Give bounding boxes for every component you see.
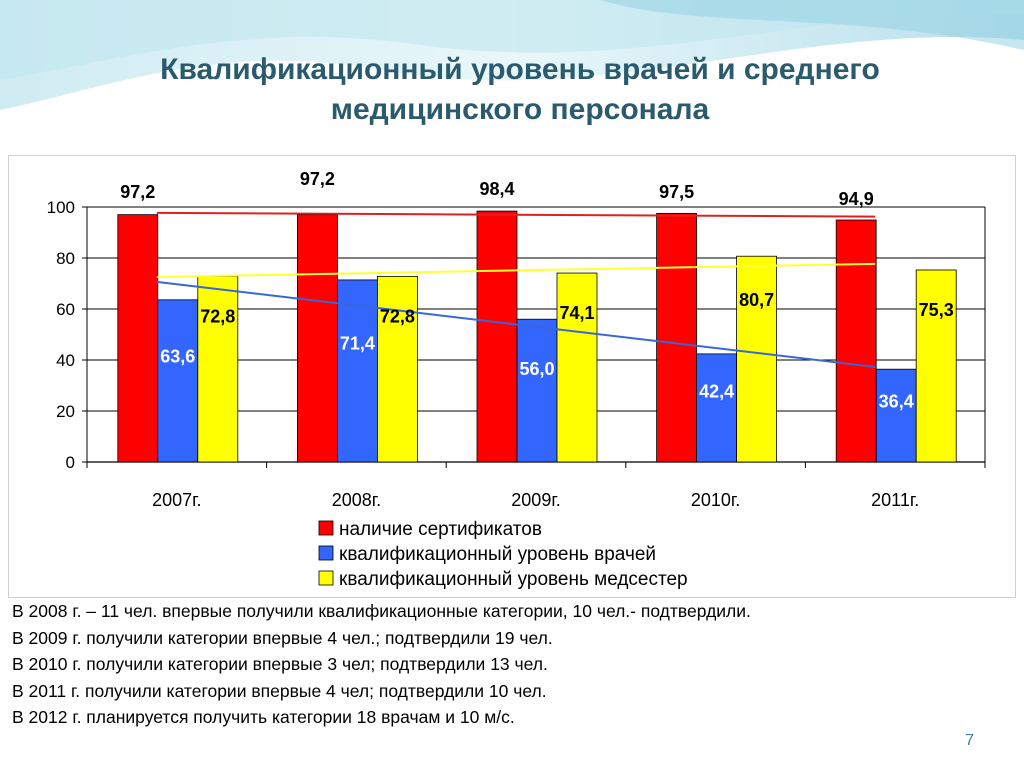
- legend-label: квалификационный уровень медсестер: [339, 569, 688, 590]
- bar-2: [696, 353, 737, 463]
- data-label: 71,4: [340, 334, 375, 354]
- data-label: 63,6: [160, 347, 195, 367]
- y-tick-label: 40: [56, 351, 75, 370]
- data-label: 75,3: [919, 300, 954, 320]
- bar-3: [197, 275, 239, 463]
- data-label: 72,8: [200, 306, 235, 326]
- data-label: 74,1: [559, 303, 594, 323]
- bar-2: [516, 318, 558, 463]
- data-label: 42,4: [699, 382, 734, 402]
- bar-1: [476, 210, 518, 463]
- legend-swatch: [318, 570, 334, 586]
- bar-2: [157, 299, 199, 463]
- data-label: 97,2: [120, 182, 155, 202]
- bar-chart: 0 20 40 60 80 100 2007г. 2008г. 2009г. 2010г. 2011…: [47, 169, 986, 590]
- y-tick-label: 80: [56, 249, 75, 268]
- bar-1: [835, 219, 877, 463]
- notes-block: В 2008 г. – 11 чел. впервые получили ква…: [8, 598, 1008, 731]
- bar-2: [336, 279, 378, 463]
- bar-1: [656, 212, 697, 463]
- data-label: 94,9: [839, 189, 874, 209]
- y-tick-label: 20: [56, 402, 75, 421]
- trendline-1: [156, 211, 876, 218]
- y-tick-label: 0: [66, 453, 75, 472]
- note-line: В 2008 г. – 11 чел. впервые получили ква…: [12, 601, 751, 621]
- slide-title-line1: Квалификационный уровень врачей и средне…: [160, 53, 880, 86]
- bar-3: [915, 269, 957, 463]
- data-label: 97,2: [300, 169, 335, 189]
- note-line: В 2010 г. получили категории впервые 3 ч…: [12, 654, 548, 675]
- data-label: 56,0: [519, 359, 554, 379]
- x-tick-label: 2007г.: [152, 490, 201, 510]
- trendline-3: [156, 262, 876, 278]
- y-tick-label: 100: [47, 198, 75, 217]
- slide-title: Квалификационный уровень врачей и средне…: [60, 50, 980, 130]
- bar-3: [736, 255, 777, 463]
- bar-1: [117, 214, 159, 463]
- data-label: 97,5: [659, 182, 694, 202]
- legend-label: квалификационный уровень врачей: [339, 544, 656, 565]
- y-tick-label: 60: [56, 300, 75, 319]
- slide-title-line2: медицинского персонала: [330, 93, 710, 126]
- data-label: 98,4: [479, 179, 514, 199]
- legend-label: наличие сертификатов: [339, 519, 542, 540]
- data-label: 72,8: [380, 306, 415, 326]
- x-tick-label: 2011г.: [871, 490, 919, 510]
- x-tick-label: 2009г.: [511, 490, 560, 510]
- legend-swatch: [318, 520, 334, 536]
- chart-panel: 0 20 40 60 80 100 2007г. 2008г. 2009г. 2010г. 2011…: [8, 155, 1016, 598]
- x-tick-label: 2010г.: [691, 490, 740, 510]
- note-line: В 2011 г. получили категории впервые 4 ч…: [12, 680, 547, 701]
- note-line: В 2012 г. планируется получить категории…: [12, 707, 515, 728]
- bar-3: [556, 272, 598, 463]
- trendline-2: [156, 280, 876, 368]
- data-label: 80,7: [739, 290, 774, 310]
- bar-3: [376, 275, 418, 463]
- x-tick-label: 2008г.: [332, 490, 381, 510]
- header-wave-decoration: [0, 0, 1024, 160]
- bar-2: [875, 368, 917, 463]
- bar-1: [296, 214, 338, 463]
- legend-swatch: [318, 545, 334, 561]
- data-label: 36,4: [879, 392, 914, 412]
- note-line: В 2009 г. получили категории впервые 4 ч…: [12, 627, 553, 648]
- page-number: 7: [965, 732, 974, 749]
